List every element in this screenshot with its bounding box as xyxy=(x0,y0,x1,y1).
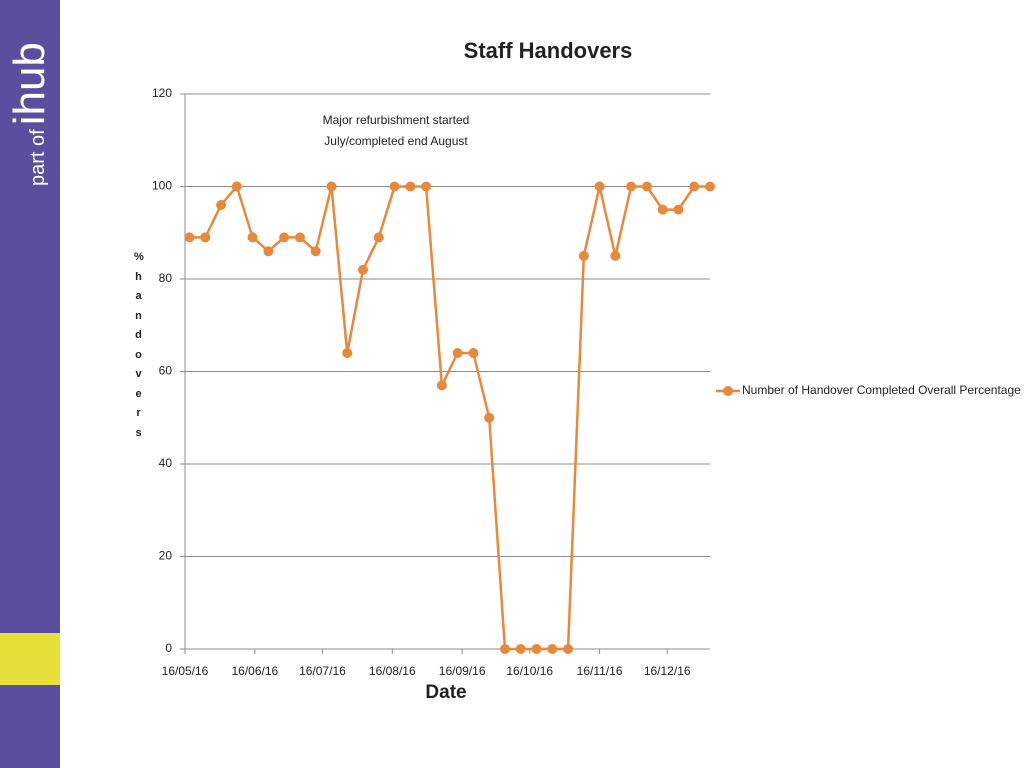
data-point xyxy=(468,348,479,358)
x-tick-label: 16/10/16 xyxy=(506,664,553,678)
x-tick-label: 16/08/16 xyxy=(369,664,416,678)
data-point xyxy=(610,250,621,261)
series-line xyxy=(189,183,710,651)
data-point xyxy=(184,232,195,243)
data-point xyxy=(594,181,605,192)
data-point xyxy=(673,204,684,215)
x-tick-label: 16/06/16 xyxy=(231,664,278,678)
x-axis-title: Date xyxy=(425,682,466,703)
data-point xyxy=(216,200,227,210)
legend-marker xyxy=(723,386,733,396)
data-point xyxy=(515,644,526,654)
data-point xyxy=(484,412,495,423)
y-tick-label: 120 xyxy=(152,86,172,100)
sidebar-accent xyxy=(0,633,60,685)
data-point xyxy=(200,232,211,243)
x-tick-label: 16/11/16 xyxy=(577,664,623,678)
data-point xyxy=(705,181,715,192)
data-point xyxy=(358,264,369,275)
y-axis-title: % handovers xyxy=(134,251,144,439)
data-point xyxy=(499,644,510,654)
data-point xyxy=(563,644,574,654)
data-point xyxy=(657,204,668,215)
data-point xyxy=(626,181,637,192)
x-tick-label: 16/05/16 xyxy=(162,664,209,678)
x-tick-label: 16/12/16 xyxy=(644,664,691,678)
data-point xyxy=(531,644,542,654)
data-point xyxy=(294,232,305,243)
data-point xyxy=(578,250,589,261)
brand: part of ihub xyxy=(5,42,54,186)
data-point xyxy=(547,644,558,654)
brand-prefix: part of xyxy=(27,129,49,186)
y-tick-label: 40 xyxy=(159,456,173,470)
data-point xyxy=(263,246,274,257)
chart-title: Staff Handovers xyxy=(464,38,633,63)
data-point xyxy=(405,181,416,192)
data-point xyxy=(326,181,337,192)
data-point xyxy=(641,181,652,192)
data-point xyxy=(436,380,447,391)
data-point xyxy=(421,181,432,192)
annotation: July/completed end August xyxy=(324,134,468,148)
data-point xyxy=(689,181,700,192)
legend-label: Number of Handover Completed Overall Per… xyxy=(742,383,1021,397)
data-point xyxy=(310,246,321,257)
data-point xyxy=(452,348,463,358)
x-tick-label: 16/07/16 xyxy=(299,664,346,678)
y-tick-label: 20 xyxy=(159,549,173,563)
data-point xyxy=(389,181,400,192)
data-point xyxy=(373,232,384,243)
data-point xyxy=(231,181,242,192)
y-tick-label: 80 xyxy=(159,271,173,285)
y-tick-label: 100 xyxy=(152,179,172,193)
y-tick-label: 0 xyxy=(165,641,172,655)
data-point xyxy=(247,232,258,243)
data-point xyxy=(279,232,290,243)
annotation: Major refurbishment started xyxy=(323,113,470,127)
brand-name: ihub xyxy=(5,42,54,125)
data-point xyxy=(342,348,353,358)
x-tick-label: 16/09/16 xyxy=(439,664,486,678)
y-tick-label: 60 xyxy=(159,364,173,378)
